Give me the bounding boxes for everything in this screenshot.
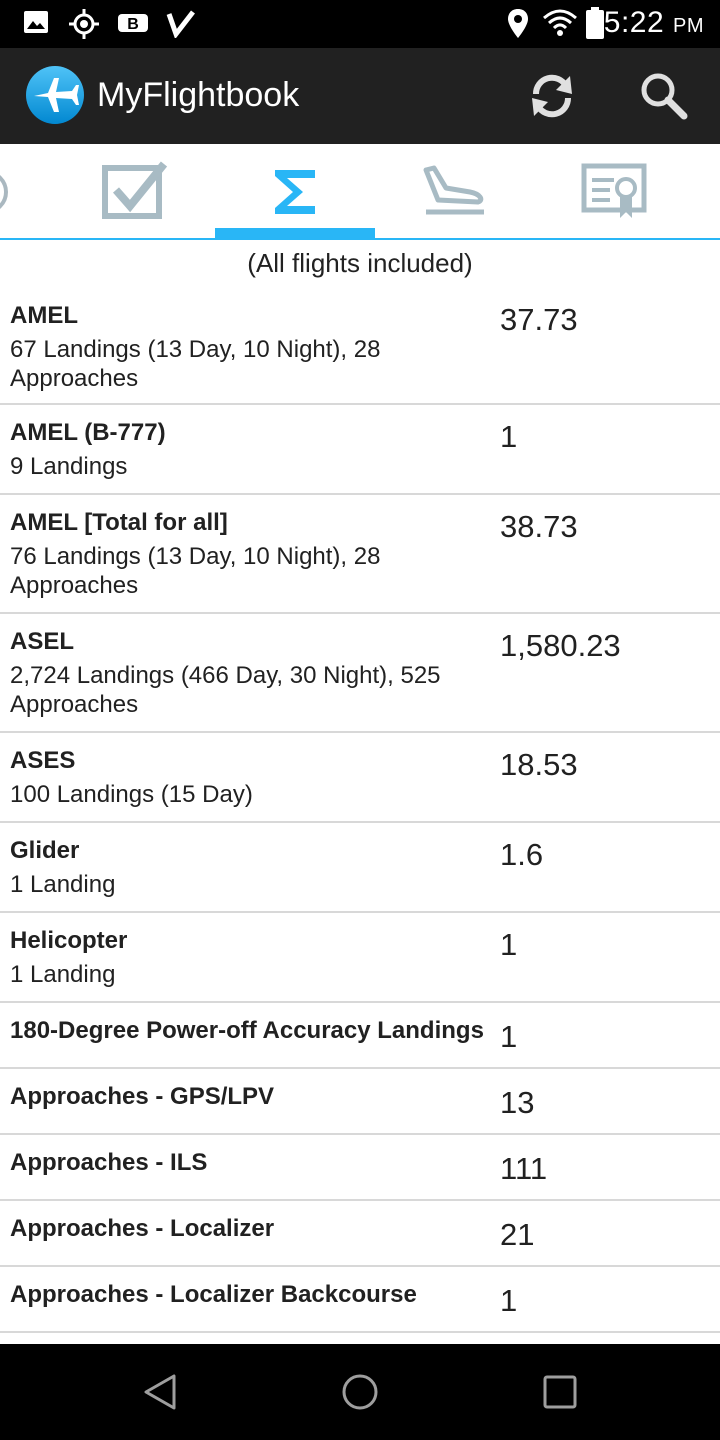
list-item[interactable]: Approaches - Localizer 21 [0,1201,720,1267]
list-item[interactable]: AMEL (B-777) 9 Landings 1 [0,405,720,495]
row-title: Approaches - Localizer [10,1215,275,1242]
row-title: ASEL [10,628,75,655]
row-value: 13 [500,1085,535,1120]
app-bar: MyFlightbook [0,48,720,144]
row-subtitle: 2,724 Landings (466 Day, 30 Night), 525 … [10,662,441,718]
tab-bar [0,144,720,240]
status-time-ampm: PM [673,15,704,37]
filter-caption: (All flights included) [247,248,473,278]
battery-icon [586,7,604,39]
row-title: Approaches - ILS [10,1149,208,1176]
row-subtitle: 1 Landing [10,961,116,988]
back-icon[interactable] [140,1372,180,1412]
image-icon [24,11,48,33]
tab-selected-indicator [215,228,375,238]
landing-plane-icon[interactable] [418,144,490,238]
list-item[interactable]: Approaches - GPS/LPV 13 [0,1069,720,1135]
row-value: 1 [500,927,518,962]
row-value: 1 [500,1019,518,1054]
list-item[interactable]: ASES 100 Landings (15 Day) 18.53 [0,733,720,823]
row-value: 38.73 [500,509,578,544]
search-icon[interactable] [638,70,690,122]
row-subtitle: 1 Landing [10,871,116,898]
row-title: ASES [10,747,76,774]
list-item[interactable]: Helicopter 1 Landing 1 [0,913,720,1003]
checkbox-icon[interactable] [100,144,170,238]
row-subtitle: 100 Landings (15 Day) [10,781,253,808]
row-title: 180-Degree Power-off Accuracy Landings [10,1017,484,1044]
list-item[interactable]: Approaches - Localizer Backcourse 1 [0,1267,720,1333]
status-time: 5:22 PM [604,6,704,40]
location-icon [508,9,528,38]
svg-text:B: B [127,16,139,33]
row-title: Glider [10,837,80,864]
checkmark-app-icon [166,10,195,38]
wifi-icon [543,9,577,36]
row-title: AMEL [10,302,78,329]
row-value: 111 [500,1151,548,1186]
status-bar: B 5:22 PM [0,0,720,48]
b-app-icon: B [118,14,148,33]
row-value: 21 [500,1217,535,1252]
airplane-logo-icon [26,66,84,124]
status-time-value: 5:22 [603,6,665,39]
recents-icon[interactable] [540,1372,580,1412]
list-item[interactable]: 180-Degree Power-off Accuracy Landings 1 [0,1003,720,1069]
list-item[interactable]: AMEL [Total for all] 76 Landings (13 Day… [0,495,720,614]
certificate-icon[interactable] [580,144,650,238]
partial-tab-icon[interactable] [0,144,20,238]
home-icon[interactable] [340,1372,380,1412]
row-title: Helicopter [10,927,128,954]
app-title: MyFlightbook [97,76,300,114]
row-subtitle: 76 Landings (13 Day, 10 Night), 28 Appro… [10,543,381,599]
row-subtitle: 67 Landings (13 Day, 10 Night), 28 Appro… [10,336,381,392]
row-value: 1 [500,419,518,454]
row-value: 1.6 [500,837,544,872]
list-item[interactable]: ASEL 2,724 Landings (466 Day, 30 Night),… [0,614,720,733]
gps-icon [69,9,99,39]
sigma-icon[interactable] [265,144,325,238]
row-value: 1,580.23 [500,628,621,663]
totals-list: AMEL 67 Landings (13 Day, 10 Night), 28 … [0,288,720,1333]
row-title: AMEL (B-777) [10,419,166,446]
list-item[interactable]: Approaches - ILS 111 [0,1135,720,1201]
row-title: Approaches - Localizer Backcourse [10,1281,417,1308]
row-subtitle: 9 Landings [10,453,128,480]
row-title: AMEL [Total for all] [10,509,228,536]
row-title: Approaches - GPS/LPV [10,1083,275,1110]
row-value: 1 [500,1283,518,1318]
row-value: 37.73 [500,302,578,337]
list-item[interactable]: Glider 1 Landing 1.6 [0,823,720,913]
row-value: 18.53 [500,747,578,782]
list-item[interactable]: AMEL 67 Landings (13 Day, 10 Night), 28 … [0,288,720,405]
refresh-icon[interactable] [526,70,578,122]
system-nav-bar [0,1344,720,1440]
